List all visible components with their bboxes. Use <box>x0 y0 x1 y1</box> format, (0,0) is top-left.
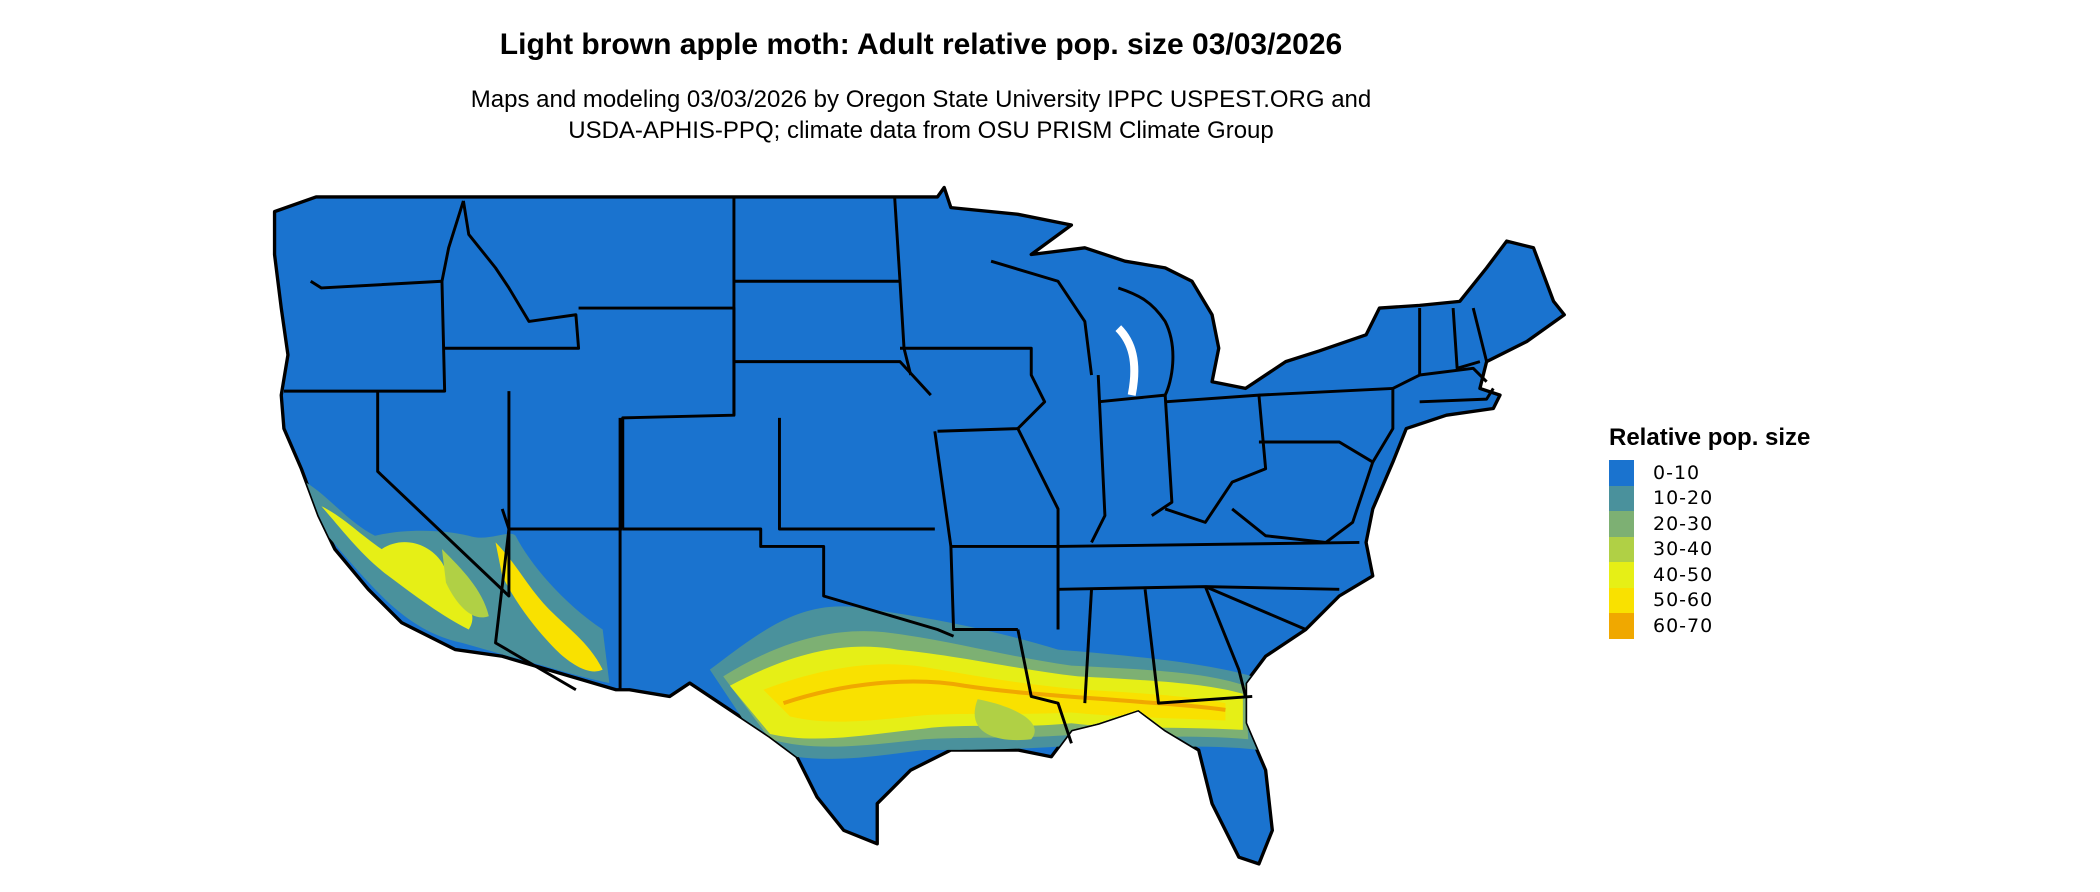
legend-item: 60-70 <box>1609 613 1810 639</box>
state-borders <box>283 196 1495 744</box>
legend-label: 10-20 <box>1653 487 1714 510</box>
legend-swatch <box>1609 485 1634 511</box>
legend-swatch <box>1609 613 1634 639</box>
zone-60-70 <box>782 679 1226 712</box>
legend-label: 60-70 <box>1653 614 1714 637</box>
legend-swatch <box>1609 536 1634 562</box>
zone-30-40 <box>974 699 1035 741</box>
subtitle-line-2: USDA-APHIS-PPQ; climate data from OSU PR… <box>568 117 1274 144</box>
legend-label: 20-30 <box>1653 512 1714 535</box>
legend-swatch <box>1609 562 1634 588</box>
legend-label: 0-10 <box>1653 461 1701 484</box>
legend-item: 40-50 <box>1609 562 1810 588</box>
zone-az-yellow <box>495 542 603 672</box>
legend-item: 50-60 <box>1609 587 1810 613</box>
legend-item: 10-20 <box>1609 485 1810 511</box>
us-land <box>272 185 1566 866</box>
legend-label: 50-60 <box>1653 589 1714 612</box>
legend: Relative pop. size 0-10 10-20 20-30 30-40 40… <box>1609 424 1810 639</box>
legend-item: 0-10 <box>1609 460 1810 486</box>
legend-title: Relative pop. size <box>1609 424 1811 451</box>
legend-swatch <box>1609 460 1634 486</box>
legend-label: 30-40 <box>1653 538 1714 561</box>
legend-item: 20-30 <box>1609 511 1810 537</box>
subtitle-line-1: Maps and modeling 03/03/2026 by Oregon S… <box>470 86 1372 113</box>
legend-swatch <box>1609 587 1634 613</box>
legend-swatch <box>1609 511 1634 537</box>
map-subtitle: Maps and modeling 03/03/2026 by Oregon S… <box>0 84 1842 146</box>
zone-50-60 <box>763 664 1226 722</box>
map-title: Light brown apple moth: Adult relative p… <box>499 28 1343 61</box>
zone-ca-yellow <box>321 506 473 630</box>
legend-label: 40-50 <box>1653 563 1714 586</box>
legend-item: 30-40 <box>1609 536 1810 562</box>
zone-az-green <box>441 549 489 618</box>
